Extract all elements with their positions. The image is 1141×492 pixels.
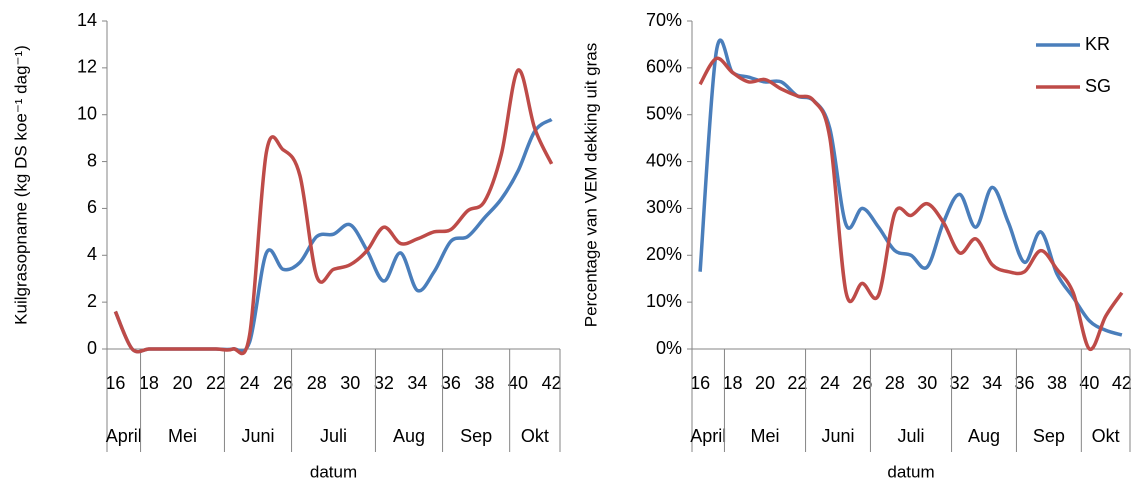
x-tick-label: 38: [1047, 373, 1067, 393]
x-tick-label: 16: [690, 373, 710, 393]
series-line: [698, 38, 1123, 337]
x-tick-label: 20: [755, 373, 775, 393]
x-tick-label: 18: [723, 373, 743, 393]
legend-label: SG: [1085, 76, 1111, 96]
month-label: Juni: [821, 426, 854, 446]
legend-label: KR: [1085, 34, 1110, 54]
y-tick-label: 12: [77, 57, 97, 77]
series-line: [113, 68, 554, 356]
x-tick-label: 32: [950, 373, 970, 393]
x-tick-label: 26: [852, 373, 872, 393]
month-label: Aug: [968, 426, 1000, 446]
x-tick-label: 42: [542, 373, 562, 393]
x-tick-label: 22: [787, 373, 807, 393]
y-axis-title: Kuilgrasopname (kg DS koe⁻¹ dag⁻¹): [11, 45, 30, 325]
y-tick-label: 8: [87, 150, 97, 170]
y-tick-label: 70%: [646, 10, 682, 30]
month-label: Mei: [750, 426, 779, 446]
x-tick-label: 20: [172, 373, 192, 393]
month-label: Juli: [320, 426, 347, 446]
month-label: Mei: [168, 426, 197, 446]
month-label: Juli: [897, 426, 924, 446]
month-label: Sep: [460, 426, 492, 446]
x-tick-label: 26: [273, 373, 293, 393]
y-tick-label: 50%: [646, 103, 682, 123]
y-tick-label: 60%: [646, 57, 682, 77]
x-tick-label: 24: [240, 373, 260, 393]
x-tick-label: 22: [206, 373, 226, 393]
series-line: [698, 56, 1124, 351]
x-axis-title: datum: [887, 462, 934, 481]
y-axis-title: Percentage van VEM dekking uit gras: [581, 43, 600, 327]
x-axis-title: datum: [310, 462, 357, 481]
x-tick-label: 16: [105, 373, 125, 393]
y-tick-label: 10%: [646, 291, 682, 311]
x-tick-label: 34: [407, 373, 427, 393]
x-tick-label: 38: [474, 373, 494, 393]
x-tick-label: 34: [982, 373, 1002, 393]
x-tick-label: 18: [139, 373, 159, 393]
month-label: April: [106, 426, 142, 446]
month-label: Sep: [1033, 426, 1065, 446]
month-label: April: [690, 426, 726, 446]
month-label: Juni: [241, 426, 274, 446]
month-label: Okt: [521, 426, 549, 446]
y-tick-label: 4: [87, 244, 97, 264]
month-label: Okt: [1092, 426, 1120, 446]
x-tick-label: 42: [1112, 373, 1132, 393]
y-tick-label: 14: [77, 10, 97, 30]
y-tick-label: 6: [87, 197, 97, 217]
x-tick-label: 40: [1079, 373, 1099, 393]
x-tick-label: 32: [374, 373, 394, 393]
month-label: Aug: [393, 426, 425, 446]
series-line: [113, 117, 553, 354]
y-tick-label: 10: [77, 103, 97, 123]
y-tick-label: 40%: [646, 150, 682, 170]
x-tick-label: 36: [1015, 373, 1035, 393]
x-tick-label: 40: [508, 373, 528, 393]
x-tick-label: 30: [340, 373, 360, 393]
y-tick-label: 0: [87, 338, 97, 358]
x-tick-label: 30: [917, 373, 937, 393]
y-tick-label: 30%: [646, 197, 682, 217]
y-tick-label: 0%: [656, 338, 682, 358]
x-tick-label: 24: [820, 373, 840, 393]
x-tick-label: 28: [307, 373, 327, 393]
x-tick-label: 28: [885, 373, 905, 393]
x-tick-label: 36: [441, 373, 461, 393]
y-tick-label: 20%: [646, 244, 682, 264]
y-tick-label: 2: [87, 291, 97, 311]
